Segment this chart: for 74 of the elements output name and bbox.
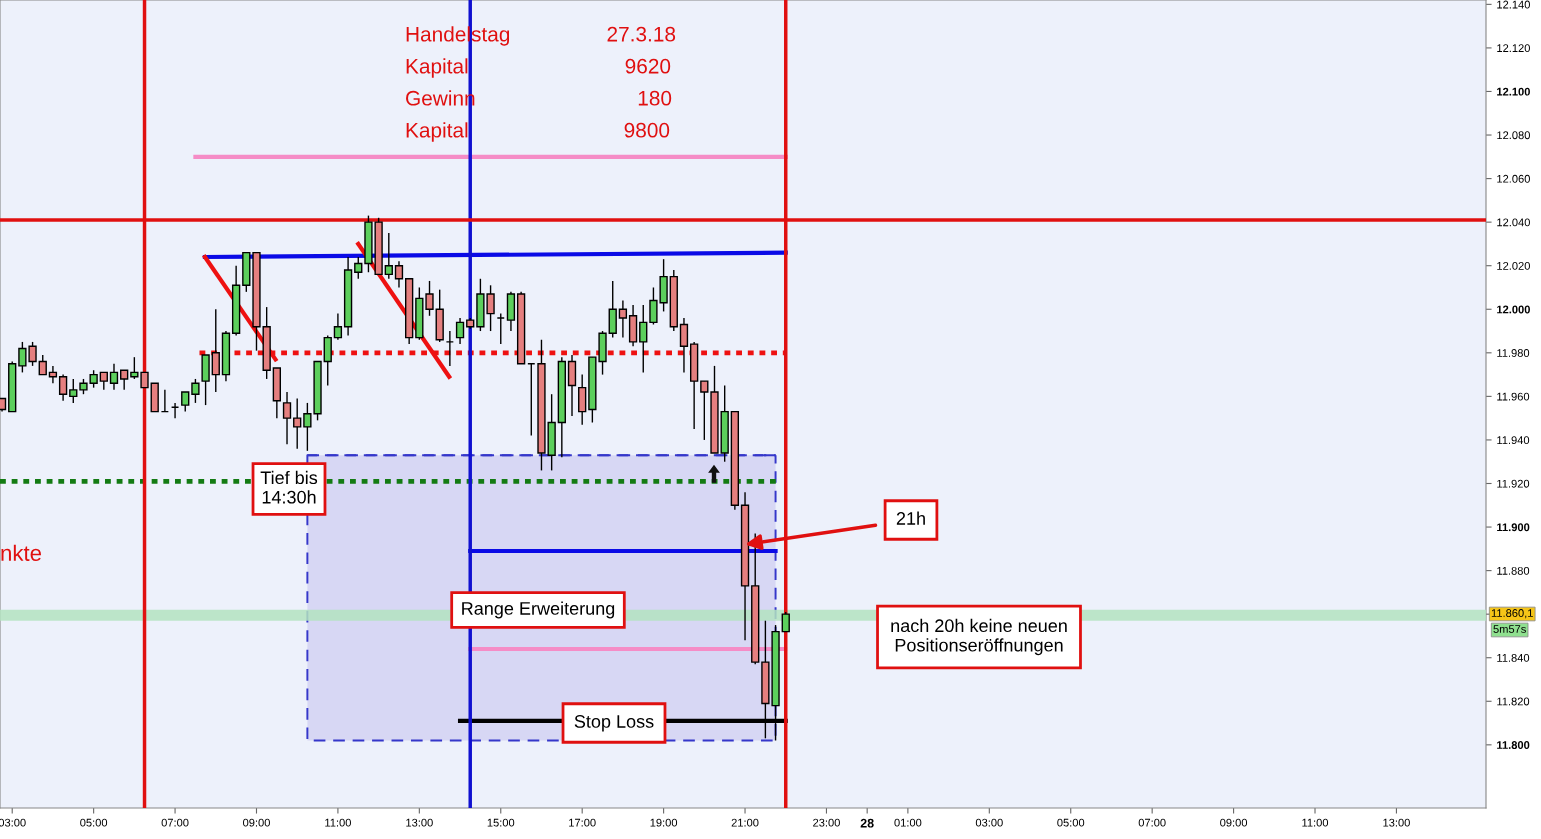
y-tick-label: 12.000	[1497, 305, 1530, 314]
y-tick-label: 11.840	[1497, 653, 1530, 662]
y-tick-label: 12.140	[1497, 0, 1530, 9]
y-tick-label: 12.020	[1497, 261, 1530, 270]
annotation: 9620	[625, 58, 671, 74]
x-tick-label: 15:00	[487, 818, 515, 827]
y-tick-label: 12.120	[1497, 44, 1530, 53]
annotation: 9800	[624, 122, 670, 138]
x-tick-label: 07:00	[161, 818, 189, 827]
y-tick-label: 11.960	[1497, 392, 1530, 401]
annotation: Kapital	[406, 122, 468, 142]
candlestick	[618, 299, 628, 339]
y-tick-label: 12.040	[1497, 218, 1530, 227]
candlestick	[425, 280, 434, 317]
y-tick-label: 12.080	[1497, 131, 1530, 140]
annotation: nach 20h keine neuen Positionseröffnungen	[891, 618, 1067, 656]
x-tick-label: 09:00	[243, 818, 270, 827]
y-tick-label: 11.920	[1497, 479, 1530, 488]
candlestick	[38, 354, 47, 376]
annotation: Tief bis 14:30h	[260, 470, 318, 504]
candlestick	[211, 308, 220, 393]
annotation: Range Erweiterung	[462, 601, 615, 619]
candlestick	[578, 373, 587, 426]
candlestick	[354, 256, 363, 280]
x-tick-label: 01:00	[894, 818, 922, 827]
x-tick-label: 21:00	[731, 818, 759, 827]
candlestick	[384, 232, 393, 280]
y-tick-label: 11.900	[1497, 523, 1530, 532]
x-tick-label: 11:00	[1302, 818, 1329, 827]
x-tick-label: 03:00	[975, 818, 1003, 827]
candlestick	[58, 373, 68, 402]
candlestick	[639, 304, 648, 374]
x-tick-label: 17:00	[569, 818, 596, 827]
candlestick	[455, 317, 465, 345]
x-tick-label: 11:00	[325, 818, 351, 827]
x-tick-label: 13:00	[406, 818, 433, 827]
candlestick	[293, 397, 302, 450]
y-tick-label: 11.940	[1497, 436, 1530, 445]
x-tick-label: 28	[860, 818, 874, 828]
y-tick-label: 11.880	[1497, 566, 1530, 575]
annotation: 27.3.18	[607, 26, 676, 42]
candlestick	[781, 611, 790, 633]
annotation: 180	[638, 90, 672, 106]
y-tick-label: 11.820	[1497, 697, 1530, 706]
y-tick-label: 12.060	[1497, 174, 1530, 183]
candlestick	[323, 334, 332, 387]
candlestick	[181, 391, 190, 413]
candlestick	[567, 354, 577, 417]
x-tick-label: 05:00	[80, 818, 108, 827]
x-tick-label: 19:00	[650, 818, 678, 827]
candlestick	[282, 391, 292, 445]
y-tick-label: 11.800	[1497, 741, 1530, 749]
text: 11.860,1	[1491, 609, 1533, 619]
annotation: 21h	[896, 511, 925, 525]
text: 5m57s	[1493, 625, 1526, 633]
candlestick	[333, 312, 343, 341]
candlestick	[120, 369, 129, 391]
y-tick-label: 11.980	[1497, 349, 1530, 357]
x-tick-label: 07:00	[1138, 818, 1166, 827]
x-tick-label: 09:00	[1220, 818, 1248, 827]
x-tick-label: 23:00	[813, 818, 840, 827]
candlestick	[69, 378, 78, 404]
y-tick-label: 12.100	[1497, 87, 1530, 96]
annotation: Kapital	[406, 58, 468, 78]
annotation: Stop Loss	[574, 715, 654, 732]
x-tick-label: 05:00	[1057, 818, 1085, 827]
x-tick-label: 13:00	[1383, 818, 1410, 827]
annotation: nkte	[1, 544, 42, 561]
candlestick	[191, 378, 200, 404]
candlestick	[608, 280, 617, 339]
candlestick	[394, 260, 404, 289]
candlestick	[679, 317, 689, 374]
candlestick	[700, 380, 709, 441]
candlestick	[109, 363, 119, 391]
